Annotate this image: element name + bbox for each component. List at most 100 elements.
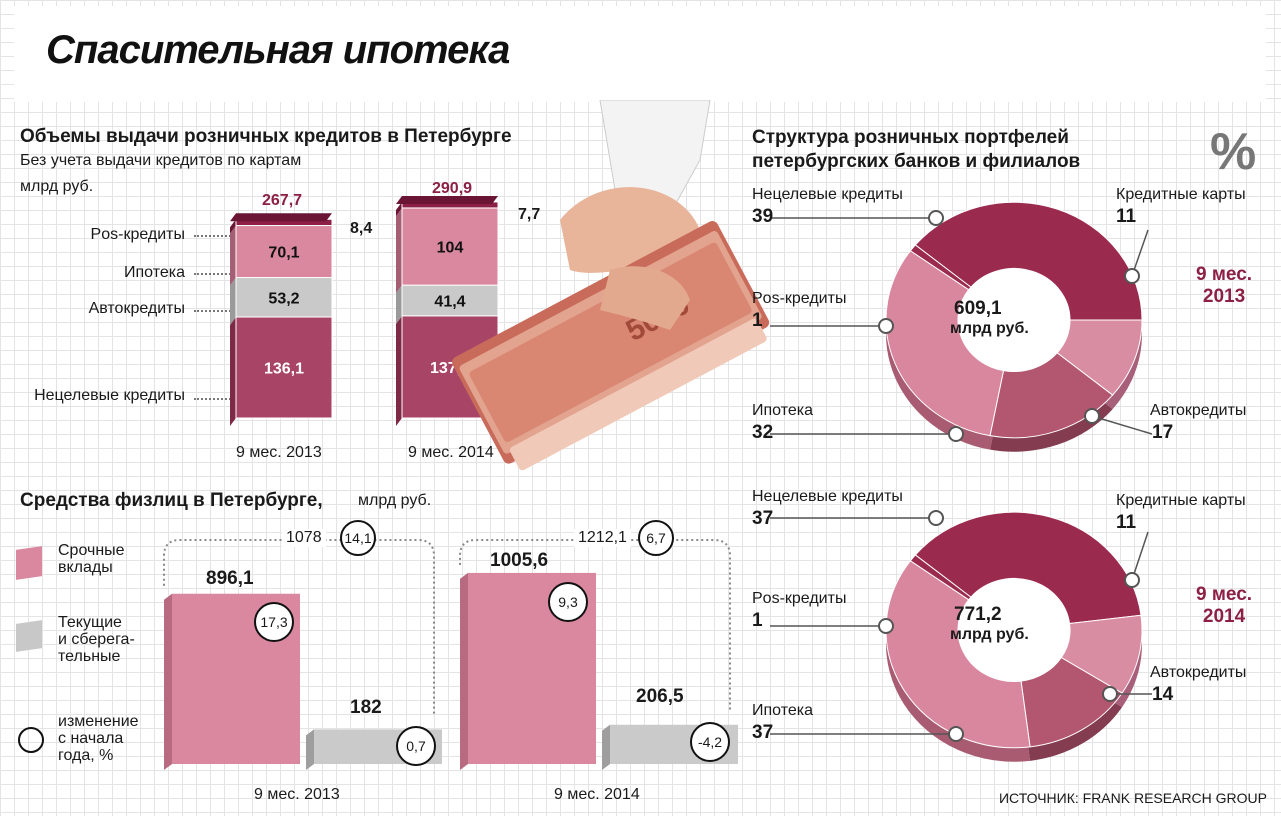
bar-side-pos-0	[230, 219, 236, 234]
d14-value-pos: 1	[752, 610, 763, 631]
deposits-bar-chart	[163, 539, 738, 770]
total-label-2013: 267,7	[262, 192, 303, 209]
deposits-category-2014: 9 мес. 2014	[554, 786, 640, 803]
legend-label-pos: Pos-кредиты	[90, 226, 185, 243]
loans-chart-subtitle: Без учета выдачи кредитов по картам	[20, 152, 302, 169]
deposit-value-2013: 896,1	[206, 568, 254, 589]
d14-auto-marker	[1102, 686, 1118, 702]
d14-value-cards: 11	[1116, 512, 1137, 533]
donut-2013-center-unit: млрд руб.	[950, 320, 1029, 337]
deposits-category-2013: 9 мес. 2013	[254, 786, 340, 803]
bar-segment-auto-0	[235, 277, 333, 318]
current-bar-side-0	[306, 729, 314, 770]
d13-cards-leader	[1131, 229, 1149, 277]
d13-value-mortgage: 32	[752, 422, 774, 443]
deposit-bar-side-1	[460, 572, 468, 770]
d14-mortgage-marker	[948, 726, 964, 742]
bar-side-nontarget-0	[230, 317, 236, 426]
bar-side-auto-1	[396, 285, 402, 324]
d13-nontarget-marker	[928, 210, 944, 226]
bar-side-nontarget-1	[396, 315, 402, 426]
money-in-hand-illustration: 5000	[452, 100, 770, 471]
legend-label-deposits: Срочные вклады	[58, 542, 125, 576]
d14-label-pos: Pos-кредиты	[752, 590, 847, 607]
legend-label-current: Текущие и сберега- тельные	[58, 614, 135, 665]
bar-segment-nontarget-0	[235, 316, 333, 419]
total-bracket-0	[163, 539, 435, 716]
bar-top-1	[396, 195, 498, 204]
current-value-2014: 206,5	[636, 686, 684, 707]
deposit-change-2014: 9,3	[548, 582, 588, 622]
legend-label-change: изменение с начала года, %	[58, 713, 139, 764]
deposits-chart-title: Средства физлиц в Петербурге,	[20, 490, 323, 511]
bar-side-mortgage-0	[230, 225, 236, 286]
d13-label-nontarget: Нецелевые кредиты	[752, 186, 903, 203]
d13-label-cards: Кредитные карты	[1116, 186, 1246, 203]
d13-value-pos: 1	[752, 310, 763, 331]
donut-2013-period: 9 мес. 2013	[1196, 264, 1253, 307]
current-change-2014: -4,2	[690, 722, 730, 762]
d14-label-mortgage: Ипотека	[752, 702, 814, 719]
d14-value-auto: 14	[1152, 684, 1174, 705]
d14-value-nontarget: 37	[752, 508, 774, 529]
d14-nontarget-marker	[928, 510, 944, 526]
d14-value-mortgage: 37	[752, 722, 774, 743]
d13-label-mortgage: Ипотека	[752, 402, 814, 419]
deposit-bar-side-0	[164, 593, 172, 770]
deposits-total-change-2013: 14,1	[340, 520, 376, 556]
structure-chart-title: Структура розничных портфелей петербургс…	[752, 127, 1081, 172]
category-label-2014: 9 мес. 2014	[408, 444, 494, 461]
leader-line-mortgage	[194, 273, 234, 275]
d13-label-pos: Pos-кредиты	[752, 290, 847, 307]
d14-label-cards: Кредитные карты	[1116, 492, 1246, 509]
d13-auto-leader	[1091, 415, 1153, 435]
donut-2014-center-value: 771,2	[954, 604, 1002, 625]
bar-side-mortgage-1	[396, 207, 402, 294]
deposits-total-2013: 1078	[282, 529, 326, 547]
donut-2014-hole	[958, 578, 1070, 682]
deposits-total-change-2014: 6,7	[638, 520, 674, 556]
total-bracket-1	[459, 539, 731, 711]
d13-pos-marker	[878, 318, 894, 334]
donut-2013-hole	[958, 268, 1070, 372]
leader-line-nontarget	[194, 398, 234, 400]
d13-value-cards: 11	[1116, 206, 1137, 227]
d13-label-auto: Автокредиты	[1150, 402, 1247, 419]
deposits-chart-unit: млрд руб.	[358, 492, 432, 509]
total-label-2014: 290,9	[432, 180, 473, 197]
bar-label-nontarget-0: 136,1	[264, 361, 304, 378]
leader-line-auto	[194, 310, 234, 312]
current-bar-side-1	[602, 724, 610, 770]
legend-label-mortgage: Ипотека	[123, 264, 185, 281]
d13-value-auto: 17	[1152, 422, 1174, 443]
d14-pos-marker	[878, 618, 894, 634]
bar-label-auto-0: 53,2	[268, 290, 299, 307]
bar-label-auto-1: 41,4	[434, 293, 465, 310]
loans-chart-title: Объемы выдачи розничных кредитов в Петер…	[20, 126, 512, 147]
bar-side-auto-0	[230, 277, 236, 326]
donut-2014-period: 9 мес. 2014	[1196, 584, 1253, 627]
d14-label-nontarget: Нецелевые кредиты	[752, 488, 903, 505]
current-change-2013: 0,7	[396, 726, 436, 766]
d14-label-auto: Автокредиты	[1150, 664, 1247, 681]
leader-line-pos	[194, 235, 234, 237]
pos-value-2013: 8,4	[350, 220, 373, 237]
d14-cards-marker	[1124, 572, 1140, 588]
d13-mortgage-marker	[948, 426, 964, 442]
d13-value-nontarget: 39	[752, 206, 774, 227]
d13-cards-marker	[1124, 268, 1140, 284]
deposit-change-2013: 17,3	[254, 602, 294, 642]
donut-2014-center-unit: млрд руб.	[950, 626, 1029, 643]
donut-2013-center-value: 609,1	[954, 298, 1002, 319]
bar-top-0	[230, 213, 332, 222]
bar-side-pos-1	[396, 201, 402, 216]
title-box	[14, 6, 1266, 102]
category-label-2013: 9 мес. 2013	[236, 444, 322, 461]
d14-cards-leader	[1131, 531, 1149, 581]
deposits-total-2014: 1212,1	[574, 529, 631, 547]
legend-circle-change	[18, 727, 44, 753]
d13-auto-marker	[1084, 408, 1100, 424]
bar-label-mortgage-0: 70,1	[268, 245, 299, 262]
bar-segment-auto-1	[401, 284, 499, 317]
